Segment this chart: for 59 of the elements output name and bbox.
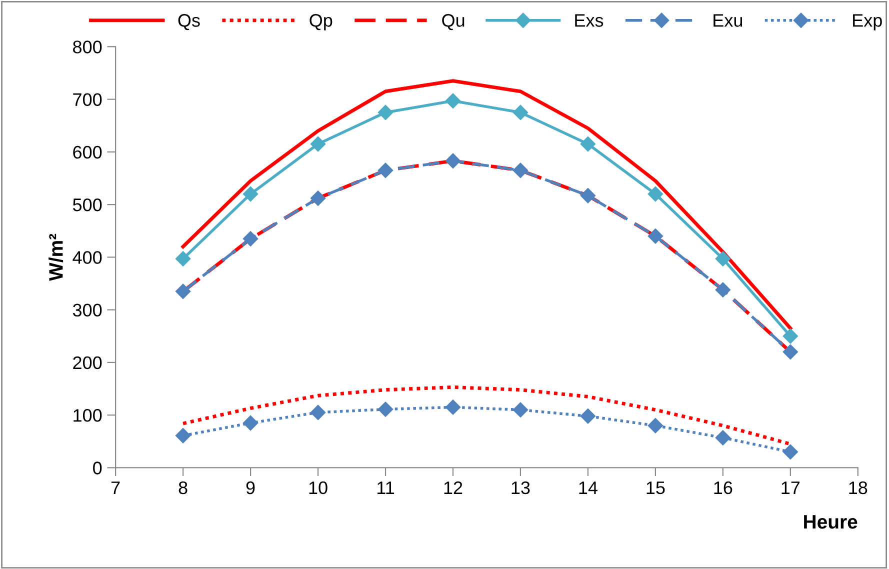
point [310, 190, 326, 206]
x-tick-label: 7 [111, 482, 120, 494]
point [648, 418, 664, 434]
point [445, 93, 461, 108]
legend-label: Exp [853, 14, 882, 30]
point [175, 251, 191, 266]
x-tick-label: 12 [444, 481, 462, 494]
y-tick-label: 100 [74, 409, 102, 422]
point [242, 231, 258, 246]
point [445, 153, 461, 168]
point [715, 282, 730, 298]
point [782, 344, 798, 360]
point [648, 186, 664, 202]
x-tick-label: 18 [849, 481, 868, 494]
y-tick-label: 600 [73, 146, 102, 159]
point [310, 136, 326, 152]
point [378, 162, 394, 178]
point [512, 104, 528, 120]
x-tick-label: 9 [246, 481, 255, 494]
y-tick-label: 500 [72, 198, 102, 212]
point [715, 430, 730, 446]
y-tick-label: 300 [72, 304, 102, 317]
point [445, 400, 461, 415]
y-tick-label: 0 [93, 462, 102, 474]
point [310, 404, 326, 420]
y-tick-label: 800 [73, 40, 102, 54]
point [242, 186, 258, 202]
legend-label: Qs [178, 14, 200, 30]
y-tick-label: 400 [72, 251, 102, 264]
point [782, 328, 798, 344]
point [378, 104, 394, 120]
point [512, 162, 528, 178]
x-tick-label: 11 [378, 482, 394, 494]
legend-label: Exu [714, 14, 742, 27]
point [175, 284, 191, 299]
point [175, 428, 191, 444]
point [242, 415, 258, 431]
point [648, 228, 664, 244]
point [580, 188, 596, 204]
x-tick-label: 8 [178, 481, 188, 494]
x-axis-title: Heure [804, 515, 858, 529]
point [715, 251, 730, 266]
y-axis-title: W/m² [48, 234, 64, 281]
y-tick-label: 200 [73, 356, 102, 370]
point [580, 136, 596, 152]
legend-label: Exs [575, 14, 604, 27]
point [782, 444, 798, 460]
point [378, 402, 394, 417]
point [512, 402, 528, 418]
x-tick-label: 14 [579, 482, 598, 494]
point [580, 408, 596, 424]
x-tick-label: 15 [646, 482, 665, 494]
x-tick-label: 10 [309, 481, 328, 494]
x-tick-label: 17 [782, 482, 800, 494]
x-tick-label: 16 [714, 481, 732, 494]
x-tick-label: 13 [512, 481, 530, 494]
legend-label: Qu [442, 14, 464, 30]
legend-label: Qp [310, 14, 332, 30]
y-tick-label: 700 [73, 93, 102, 106]
